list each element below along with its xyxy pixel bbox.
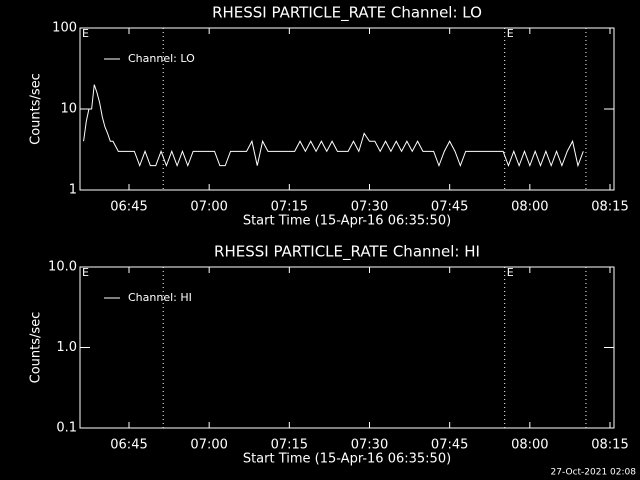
y-tick-label: 1.0 — [56, 340, 77, 355]
y-tick-label: 0.1 — [56, 421, 77, 436]
annotation: E — [82, 266, 89, 279]
x-tick-label: 07:15 — [271, 438, 308, 453]
footer: 27-Oct-2021 02:08 — [551, 468, 637, 478]
y-tick-label: 10 — [60, 102, 77, 117]
annotation: E — [82, 27, 89, 40]
y-tick-label: 1 — [69, 183, 77, 198]
y-tick-label: 100 — [52, 21, 77, 36]
y-axis-label: Counts/sec — [29, 312, 44, 384]
x-tick-label: 08:00 — [511, 200, 548, 215]
x-tick-label: 07:00 — [190, 438, 227, 453]
x-tick-label: 07:45 — [431, 200, 468, 215]
data-line — [83, 84, 584, 168]
x-axis-label: Start Time (15-Apr-16 06:35:50) — [243, 214, 451, 229]
x-tick-label: 07:45 — [431, 438, 468, 453]
chart-title: RHESSI PARTICLE_RATE Channel: LO — [212, 4, 482, 23]
chart-title: RHESSI PARTICLE_RATE Channel: HI — [214, 243, 480, 262]
legend-label: Channel: HI — [128, 291, 192, 304]
x-tick-label: 08:00 — [511, 438, 548, 453]
x-tick-label: 07:30 — [351, 200, 388, 215]
y-axis-label: Counts/sec — [29, 73, 44, 145]
x-tick-label: 07:30 — [351, 438, 388, 453]
y-tick-label: 10.0 — [48, 260, 77, 275]
legend-label: Channel: LO — [128, 52, 195, 65]
x-tick-label: 08:15 — [591, 200, 628, 215]
x-tick-label: 07:15 — [271, 200, 308, 215]
annotation: E — [507, 266, 514, 279]
x-axis-label: Start Time (15-Apr-16 06:35:50) — [243, 452, 451, 467]
x-tick-label: 06:45 — [110, 200, 147, 215]
x-tick-label: 08:15 — [591, 438, 628, 453]
x-tick-label: 06:45 — [110, 438, 147, 453]
annotation: E — [507, 27, 514, 40]
x-tick-label: 07:00 — [190, 200, 227, 215]
